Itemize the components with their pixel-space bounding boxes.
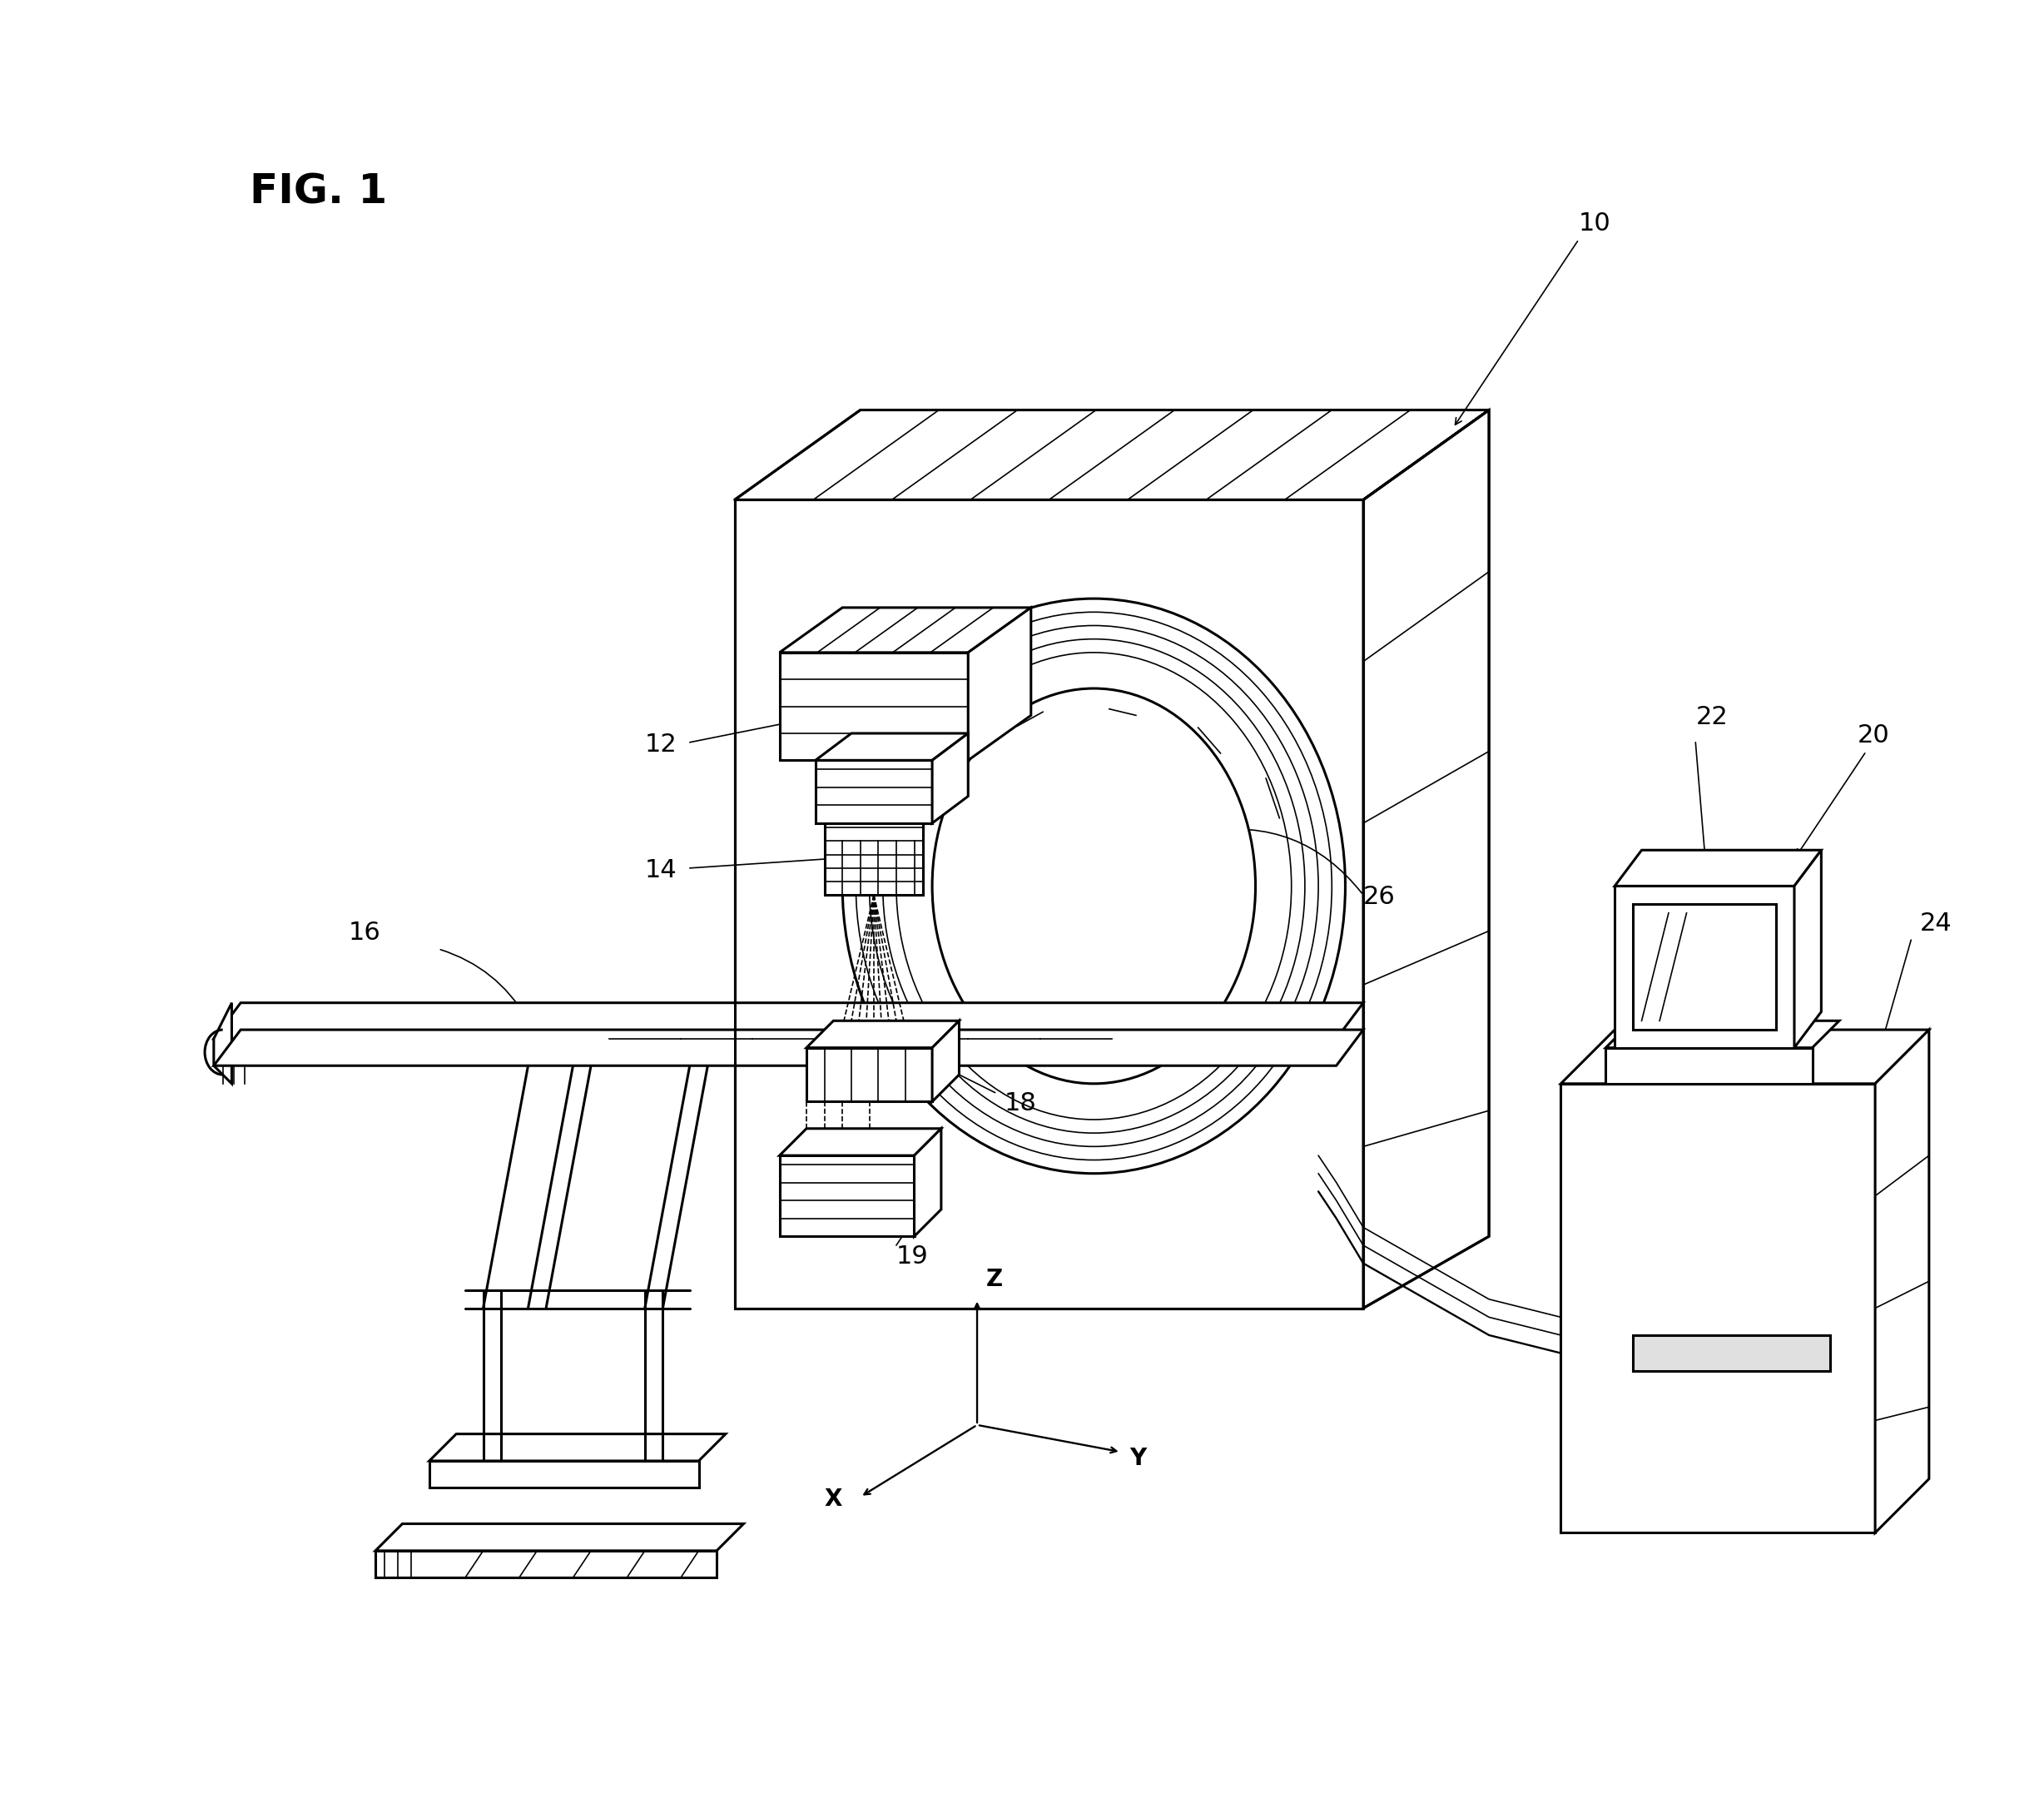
Polygon shape [734, 499, 1363, 1309]
Polygon shape [1562, 1031, 1930, 1083]
Polygon shape [824, 823, 924, 895]
Polygon shape [779, 607, 1030, 653]
Polygon shape [1615, 886, 1795, 1047]
Polygon shape [376, 1551, 717, 1578]
Text: 18: 18 [1004, 1092, 1036, 1116]
Text: 10: 10 [1578, 212, 1611, 235]
Text: Y: Y [1130, 1446, 1147, 1470]
Polygon shape [816, 761, 932, 823]
Text: FIG. 1: FIG. 1 [249, 172, 386, 212]
Polygon shape [969, 607, 1030, 761]
Text: 14: 14 [644, 859, 677, 882]
Text: 22: 22 [1697, 705, 1727, 729]
Polygon shape [1633, 1334, 1829, 1370]
Text: 26: 26 [1363, 884, 1396, 909]
Polygon shape [429, 1434, 726, 1461]
Text: 20: 20 [1858, 723, 1889, 747]
Text: 16: 16 [347, 920, 380, 946]
Text: Z: Z [985, 1267, 1004, 1291]
Polygon shape [1363, 410, 1488, 1309]
Polygon shape [1633, 904, 1776, 1031]
Polygon shape [1615, 850, 1821, 886]
Text: 24: 24 [1919, 911, 1952, 937]
Polygon shape [932, 1022, 959, 1101]
Text: 12: 12 [644, 732, 677, 756]
Polygon shape [914, 1128, 940, 1237]
Polygon shape [779, 1128, 940, 1155]
Polygon shape [215, 1031, 1363, 1065]
Polygon shape [1874, 1031, 1930, 1533]
Text: X: X [824, 1488, 842, 1511]
Polygon shape [376, 1524, 744, 1551]
Polygon shape [429, 1461, 699, 1488]
Polygon shape [1607, 1022, 1840, 1047]
Polygon shape [807, 1022, 959, 1047]
Polygon shape [734, 410, 1488, 499]
Polygon shape [215, 1003, 1363, 1040]
Polygon shape [816, 734, 969, 761]
Polygon shape [779, 653, 969, 761]
Polygon shape [932, 734, 969, 823]
Polygon shape [1607, 1047, 1813, 1083]
Ellipse shape [932, 689, 1255, 1083]
Polygon shape [807, 1047, 932, 1101]
Polygon shape [1795, 850, 1821, 1047]
Polygon shape [1562, 1083, 1874, 1533]
Text: 19: 19 [895, 1244, 928, 1267]
Polygon shape [215, 1003, 231, 1083]
Polygon shape [779, 1155, 914, 1237]
